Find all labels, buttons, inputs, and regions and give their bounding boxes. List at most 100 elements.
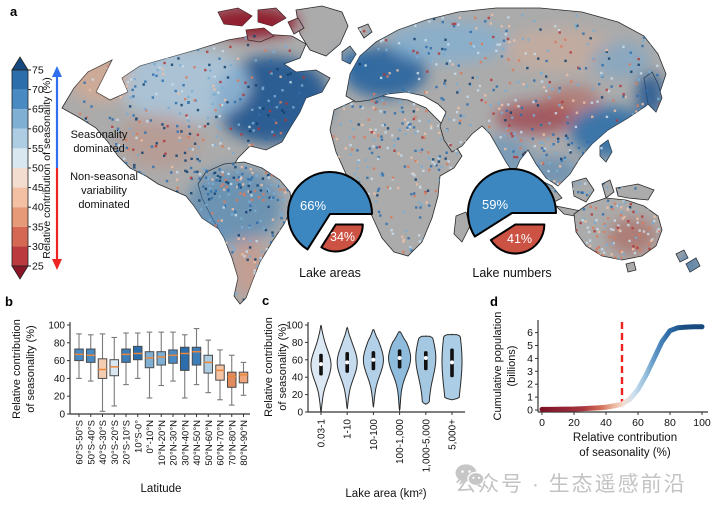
boxplot-category-label: 40°N-50°N [192, 420, 203, 466]
pie-lake-areas-minority-label: 34% [330, 230, 355, 244]
colorbar-title: Relative contribution of seasonality (%) [41, 77, 53, 259]
pie-lake-areas-majority-label: 66% [300, 198, 326, 213]
wechat-icon [455, 464, 485, 488]
boxplot-ylabel: Relative contribution [11, 319, 23, 419]
pie-lake-numbers-minority-slice [489, 223, 546, 255]
panel-label-c: c [262, 293, 269, 308]
violin-ylabel: Relative contribution [263, 317, 275, 417]
landmass [295, 5, 349, 57]
violin-median-dot [450, 360, 454, 365]
box-30°N-40°N [180, 346, 190, 371]
boxplot-category-label: 0°-10°N [145, 420, 156, 454]
violin-ytick-label: 40 [292, 373, 304, 384]
boxplot-category-label: 10°S-0° [133, 420, 144, 453]
violin-median-dot [371, 357, 376, 362]
colorbar-tick-label: 50 [32, 163, 44, 175]
down-arrow-icon [52, 259, 62, 270]
cdf-xtick-label: 60 [632, 417, 644, 429]
box-50°N-60°N [203, 354, 213, 374]
box-30°S-20°S [109, 359, 119, 377]
violin-median-dot [423, 356, 428, 361]
violin-ytick-label: 60 [292, 355, 304, 366]
colorbar-tick-label: 30 [32, 241, 44, 253]
violin-ytick-label: 100 [286, 321, 303, 332]
violin-median-dot [397, 356, 402, 361]
boxplot-ytick-label: 80 [54, 338, 66, 349]
colorbar-tick-label: 65 [32, 104, 44, 116]
panel-label-d: d [490, 294, 498, 309]
nonseasonal-dominated-label: variability [81, 185, 127, 197]
seasonality-dominated-label: Seasonality [71, 129, 128, 141]
pie-charts: 66% 34% 59% 41% [287, 168, 557, 255]
cdf-xtick-label: 80 [664, 417, 676, 429]
colorbar-tick-label: 35 [32, 221, 44, 233]
violin-panel: 0 20 40 60 80 100 0.03-1 1-10 10-100 100-1,000 1,0… [286, 321, 465, 473]
violin-ylabel: of seasonality (%) [277, 323, 289, 410]
box-70°N-80°N [227, 371, 237, 388]
nonseasonal-dominated-label: dominated [78, 199, 129, 211]
box-80°N-90°N [238, 371, 249, 384]
violin-ytick-label: 20 [292, 390, 304, 401]
cdf-ytick-label: 2 [527, 379, 533, 391]
landmass [601, 179, 615, 199]
box-0°-10°N [144, 351, 155, 369]
boxplot-category-label: 30°N-40°N [180, 420, 191, 466]
watermark: 公众号 · 生态遥感前沿 [455, 463, 720, 503]
cdf-ylabel: (billions) [506, 346, 518, 387]
cdf-ytick-label: 0 [527, 405, 533, 417]
landmass [625, 261, 637, 273]
boxplot-xlabel: Latitude [141, 483, 182, 495]
cdf-ylabel: Cumulative population [492, 312, 504, 421]
boxplot-category-label: 50°N-60°N [204, 420, 215, 466]
pie-lake-numbers-title: Lake numbers [472, 266, 551, 280]
cdf-xtick-label: 100 [693, 417, 711, 429]
violin-category-label: 100-1,000 [395, 419, 406, 464]
landmass [453, 211, 471, 243]
cdf-ytick-label: 6 [527, 327, 533, 339]
pie-lake-numbers-majority-slice [467, 168, 557, 238]
seasonality-dominated-label: dominated [73, 143, 124, 155]
cumulative-population-curve [539, 324, 705, 412]
box-10°N-20°N [156, 351, 166, 366]
colorbar-tick-label: 60 [32, 123, 44, 135]
boxplot-ylabel: of seasonality (%) [25, 325, 37, 412]
pie-lake-numbers-minority-label: 41% [507, 232, 532, 246]
colorbar-tick-label: 55 [32, 143, 44, 155]
watermark-text: 公众号 · 生态遥感前沿 [455, 473, 687, 496]
cdf-xtick-label: 0 [539, 417, 545, 429]
legend-arrows [52, 66, 62, 270]
boxplot-category-label: 30°S-20°S [110, 420, 121, 465]
violin-category-label: 10-100 [369, 419, 380, 451]
violin-ytick-label: 0 [297, 408, 303, 419]
boxplot-category-label: 50°S-40°S [86, 420, 97, 465]
colorbar-tick-label: 70 [32, 84, 44, 96]
boxplot-category-label: 40°S-30°S [98, 420, 109, 465]
box-40°S-30°S [97, 358, 108, 379]
box-20°N-30°N [168, 349, 178, 364]
violin-category-label: 1,000-5,000 [421, 419, 432, 473]
cdf-ytick-label: 5 [527, 340, 533, 352]
cdf-ytick-label: 1 [527, 392, 533, 404]
boxplot-category-label: 60°S-50°S [75, 420, 86, 465]
colorbar: 75 70 65 60 55 50 45 40 35 30 25 [11, 56, 44, 280]
boxplot-category-label: 80°N-90°N [239, 420, 250, 466]
cdf-xlabel: of seasonality (%) [579, 447, 671, 459]
panel-label-a: a [10, 4, 18, 19]
nonseasonal-dominated-label: Non-seasonal [70, 171, 138, 183]
world-map [61, 5, 701, 305]
boxplot-category-label: 60°N-70°N [216, 420, 227, 466]
boxplot-ytick-label: 20 [54, 392, 66, 403]
boxplot-ytick-label: 60 [54, 356, 66, 367]
up-arrow-icon [52, 66, 62, 77]
violin-ytick-label: 80 [292, 338, 304, 349]
boxplot-category-label: 70°N-80°N [227, 420, 238, 466]
pie-lake-areas-minority-slice [320, 223, 364, 253]
boxplot-ytick-label: 40 [54, 374, 66, 385]
cdf-ytick-label: 4 [527, 353, 533, 365]
violin-1,000-5,000 [415, 335, 437, 405]
violin-median-dot [345, 360, 350, 365]
